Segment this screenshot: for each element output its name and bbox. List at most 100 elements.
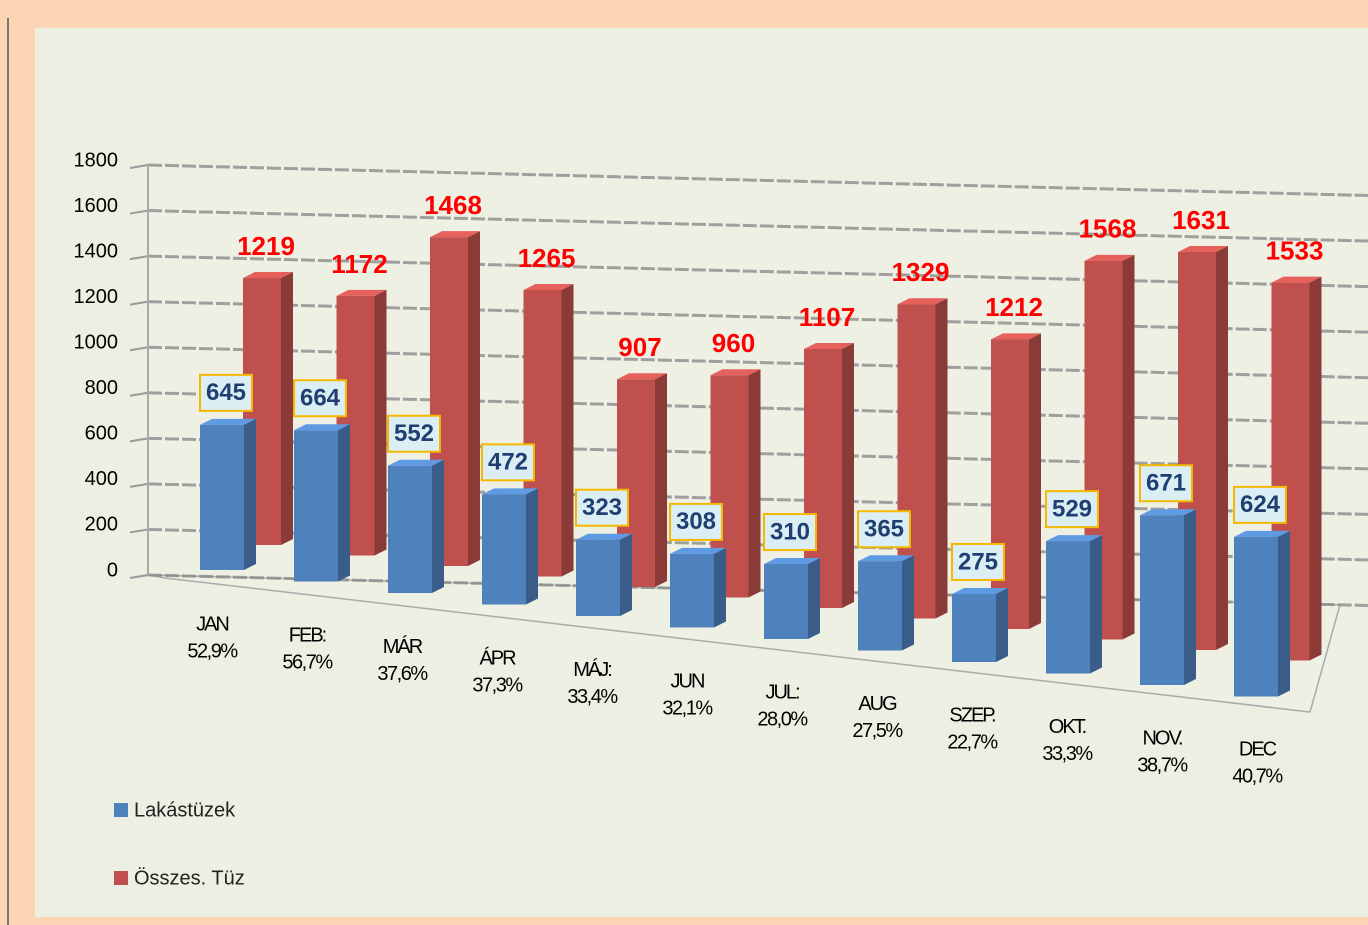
bar-top: [1140, 509, 1196, 516]
bar-side: [902, 555, 914, 651]
value-label: 529: [1052, 495, 1092, 522]
bar-top: [991, 333, 1041, 340]
bar-side: [1090, 535, 1102, 674]
bar-side: [374, 289, 387, 556]
y-tick: [129, 255, 149, 261]
y-tick-label: 1800: [74, 149, 119, 171]
value-label-box: [669, 502, 723, 541]
bar-side: [468, 231, 480, 566]
grid-line: [147, 300, 1368, 334]
y-tick: [129, 437, 149, 443]
value-label: 1107: [799, 302, 855, 332]
value-label: 275: [958, 548, 998, 575]
value-label-box: [763, 513, 817, 552]
bar-side: [1029, 333, 1041, 629]
bar-side: [561, 283, 574, 577]
bar-side: [655, 373, 667, 587]
value-label: 671: [1146, 470, 1186, 497]
value-label: 624: [1240, 491, 1281, 518]
value-label: 645: [206, 379, 246, 406]
x-tick-label: OKT.: [1049, 716, 1086, 738]
bar: [952, 587, 1008, 662]
bar: [804, 342, 854, 608]
bar-side: [935, 298, 948, 619]
x-tick-label: AUG: [858, 693, 897, 715]
y-tick: [129, 164, 149, 169]
value-label-box: [481, 443, 535, 482]
bar-top: [1046, 535, 1102, 542]
bar: [482, 488, 538, 605]
value-label: 1329: [892, 257, 950, 287]
bar-side: [1122, 254, 1135, 640]
value-label: 1172: [331, 249, 387, 279]
bar-side: [1278, 530, 1290, 697]
bar-top: [200, 418, 256, 425]
bar: [764, 558, 820, 639]
x-tick-share: 56,7%: [282, 652, 333, 674]
value-label: 472: [488, 449, 528, 476]
grid-line: [147, 345, 1368, 380]
bar-side: [748, 369, 761, 598]
x-tick-share: 22,7%: [947, 731, 998, 753]
bar-front: [294, 430, 338, 582]
bar-side: [1309, 276, 1322, 661]
x-tick-share: 33,3%: [1042, 743, 1093, 765]
bar-top: [1234, 530, 1290, 537]
bar-side: [1216, 246, 1228, 650]
bar: [858, 555, 914, 651]
bar-top: [576, 533, 632, 540]
value-label: 323: [582, 494, 622, 521]
y-tick-label: 600: [85, 423, 118, 445]
x-tick-label: JAN: [196, 613, 228, 635]
value-label-box: [1045, 490, 1099, 529]
bar-top: [804, 342, 854, 349]
bar-front: [200, 424, 244, 570]
bar: [1046, 535, 1102, 674]
bar-top: [1084, 254, 1135, 261]
grid-line: [147, 254, 1368, 289]
bar-side: [432, 459, 444, 593]
bar-side: [714, 547, 726, 628]
value-label: 1533: [1266, 235, 1324, 265]
value-label-box: [293, 379, 347, 418]
legend-label: Lakástüzek: [134, 799, 236, 821]
x-tick-share: 52,9%: [187, 640, 238, 662]
x-tick-share: 37,6%: [377, 663, 428, 685]
x-tick-label: FEB:: [289, 625, 326, 647]
bar: [576, 533, 632, 616]
bar: [200, 418, 256, 570]
bar-side: [338, 424, 350, 582]
y-tick-label: 400: [85, 468, 118, 490]
legend-label: Összes. Tüz: [134, 867, 245, 889]
bar-top: [482, 488, 538, 495]
bar: [388, 459, 444, 593]
bar-side: [244, 418, 256, 570]
bar: [991, 333, 1041, 629]
x-tick-share: 38,7%: [1137, 754, 1188, 776]
bar-top: [952, 587, 1008, 594]
value-label-box: [951, 542, 1005, 581]
y-tick-label: 800: [85, 377, 118, 399]
value-label-box: [387, 414, 441, 453]
x-tick-share: 37,3%: [472, 674, 523, 696]
bar-top: [523, 283, 574, 290]
x-tick-label: JUL:: [765, 682, 799, 704]
value-label-box: [1233, 485, 1287, 524]
value-label: 552: [394, 420, 434, 447]
bar: [523, 283, 574, 577]
x-tick-share: 28,0%: [757, 709, 808, 731]
bar-front: [482, 494, 526, 605]
value-label: 960: [712, 328, 755, 358]
y-tick: [129, 209, 149, 215]
bar-side: [1184, 509, 1196, 685]
grid-line: [147, 436, 1368, 471]
grid-line: [147, 163, 1368, 197]
x-tick-share: 40,7%: [1232, 766, 1283, 788]
bar-front: [991, 339, 1029, 629]
y-tick-label: 1000: [74, 332, 119, 354]
y-tick-label: 1600: [74, 195, 119, 217]
value-label: 1468: [424, 190, 482, 220]
x-tick-share: 32,1%: [662, 697, 713, 719]
